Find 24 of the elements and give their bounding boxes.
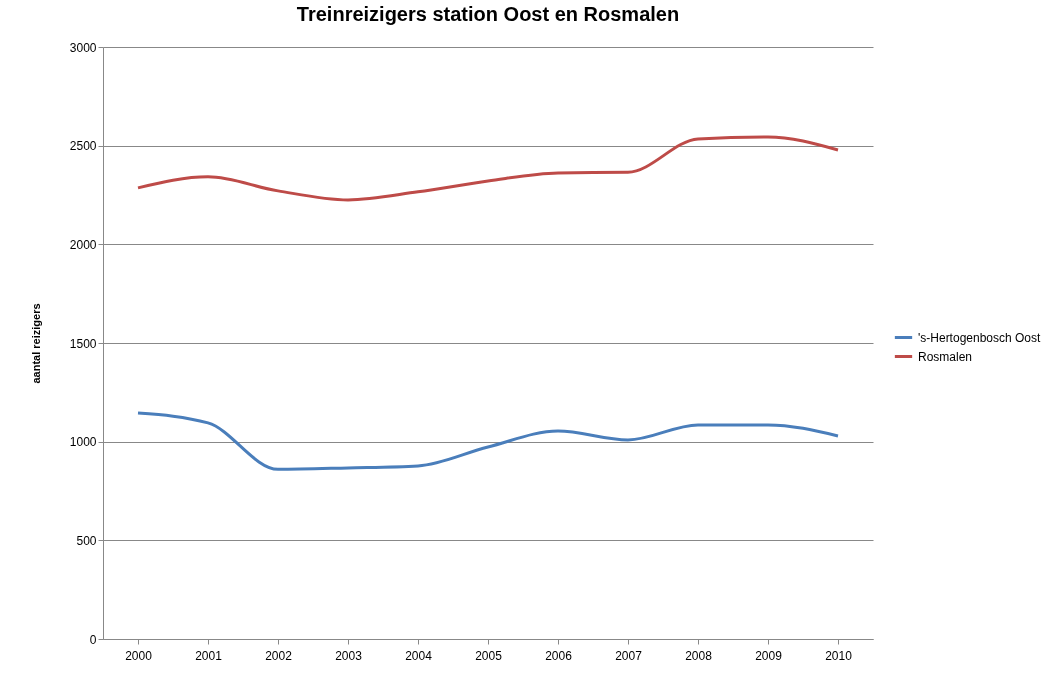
x-tick-label: 2000 bbox=[125, 648, 153, 663]
line-series bbox=[136, 135, 840, 202]
y-tick-label: 1000 bbox=[69, 435, 97, 450]
x-tick-label: 2004 bbox=[405, 648, 433, 663]
legend-label: 's-Hertogenbosch Oost bbox=[918, 330, 1042, 345]
y-tick-label: 1500 bbox=[69, 336, 97, 351]
y-tick-label: 3000 bbox=[69, 40, 97, 55]
y-tick-label: 2000 bbox=[69, 237, 97, 252]
x-tick-label: 2008 bbox=[685, 648, 713, 663]
y-tick-label: 500 bbox=[76, 533, 97, 548]
legend-label: Rosmalen bbox=[918, 349, 973, 364]
y-tick-label: 0 bbox=[89, 632, 97, 647]
x-tick-label: 2002 bbox=[265, 648, 293, 663]
x-tick-label: 2003 bbox=[335, 648, 363, 663]
chart-title: Treinreizigers station Oost en Rosmalen bbox=[296, 3, 680, 25]
x-tick-label: 2001 bbox=[195, 648, 223, 663]
x-tick-label: 2005 bbox=[475, 648, 503, 663]
x-tick-label: 2006 bbox=[545, 648, 573, 663]
x-tick-label: 2007 bbox=[615, 648, 643, 663]
y-tick-label: 2500 bbox=[69, 139, 97, 154]
line-series bbox=[136, 411, 840, 471]
x-tick-label: 2009 bbox=[755, 648, 783, 663]
x-tick-label: 2010 bbox=[825, 648, 853, 663]
y-axis-title: aantal reizigers bbox=[29, 303, 42, 384]
